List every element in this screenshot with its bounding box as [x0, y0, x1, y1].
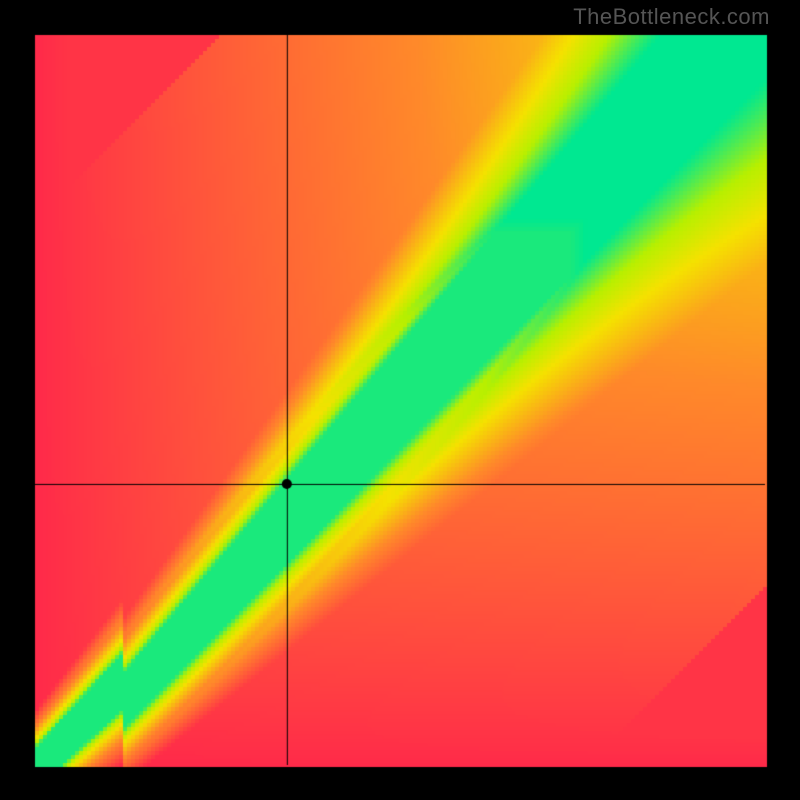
watermark-text: TheBottleneck.com: [573, 4, 770, 30]
chart-container: TheBottleneck.com: [0, 0, 800, 800]
bottleneck-heatmap-canvas: [0, 0, 800, 800]
